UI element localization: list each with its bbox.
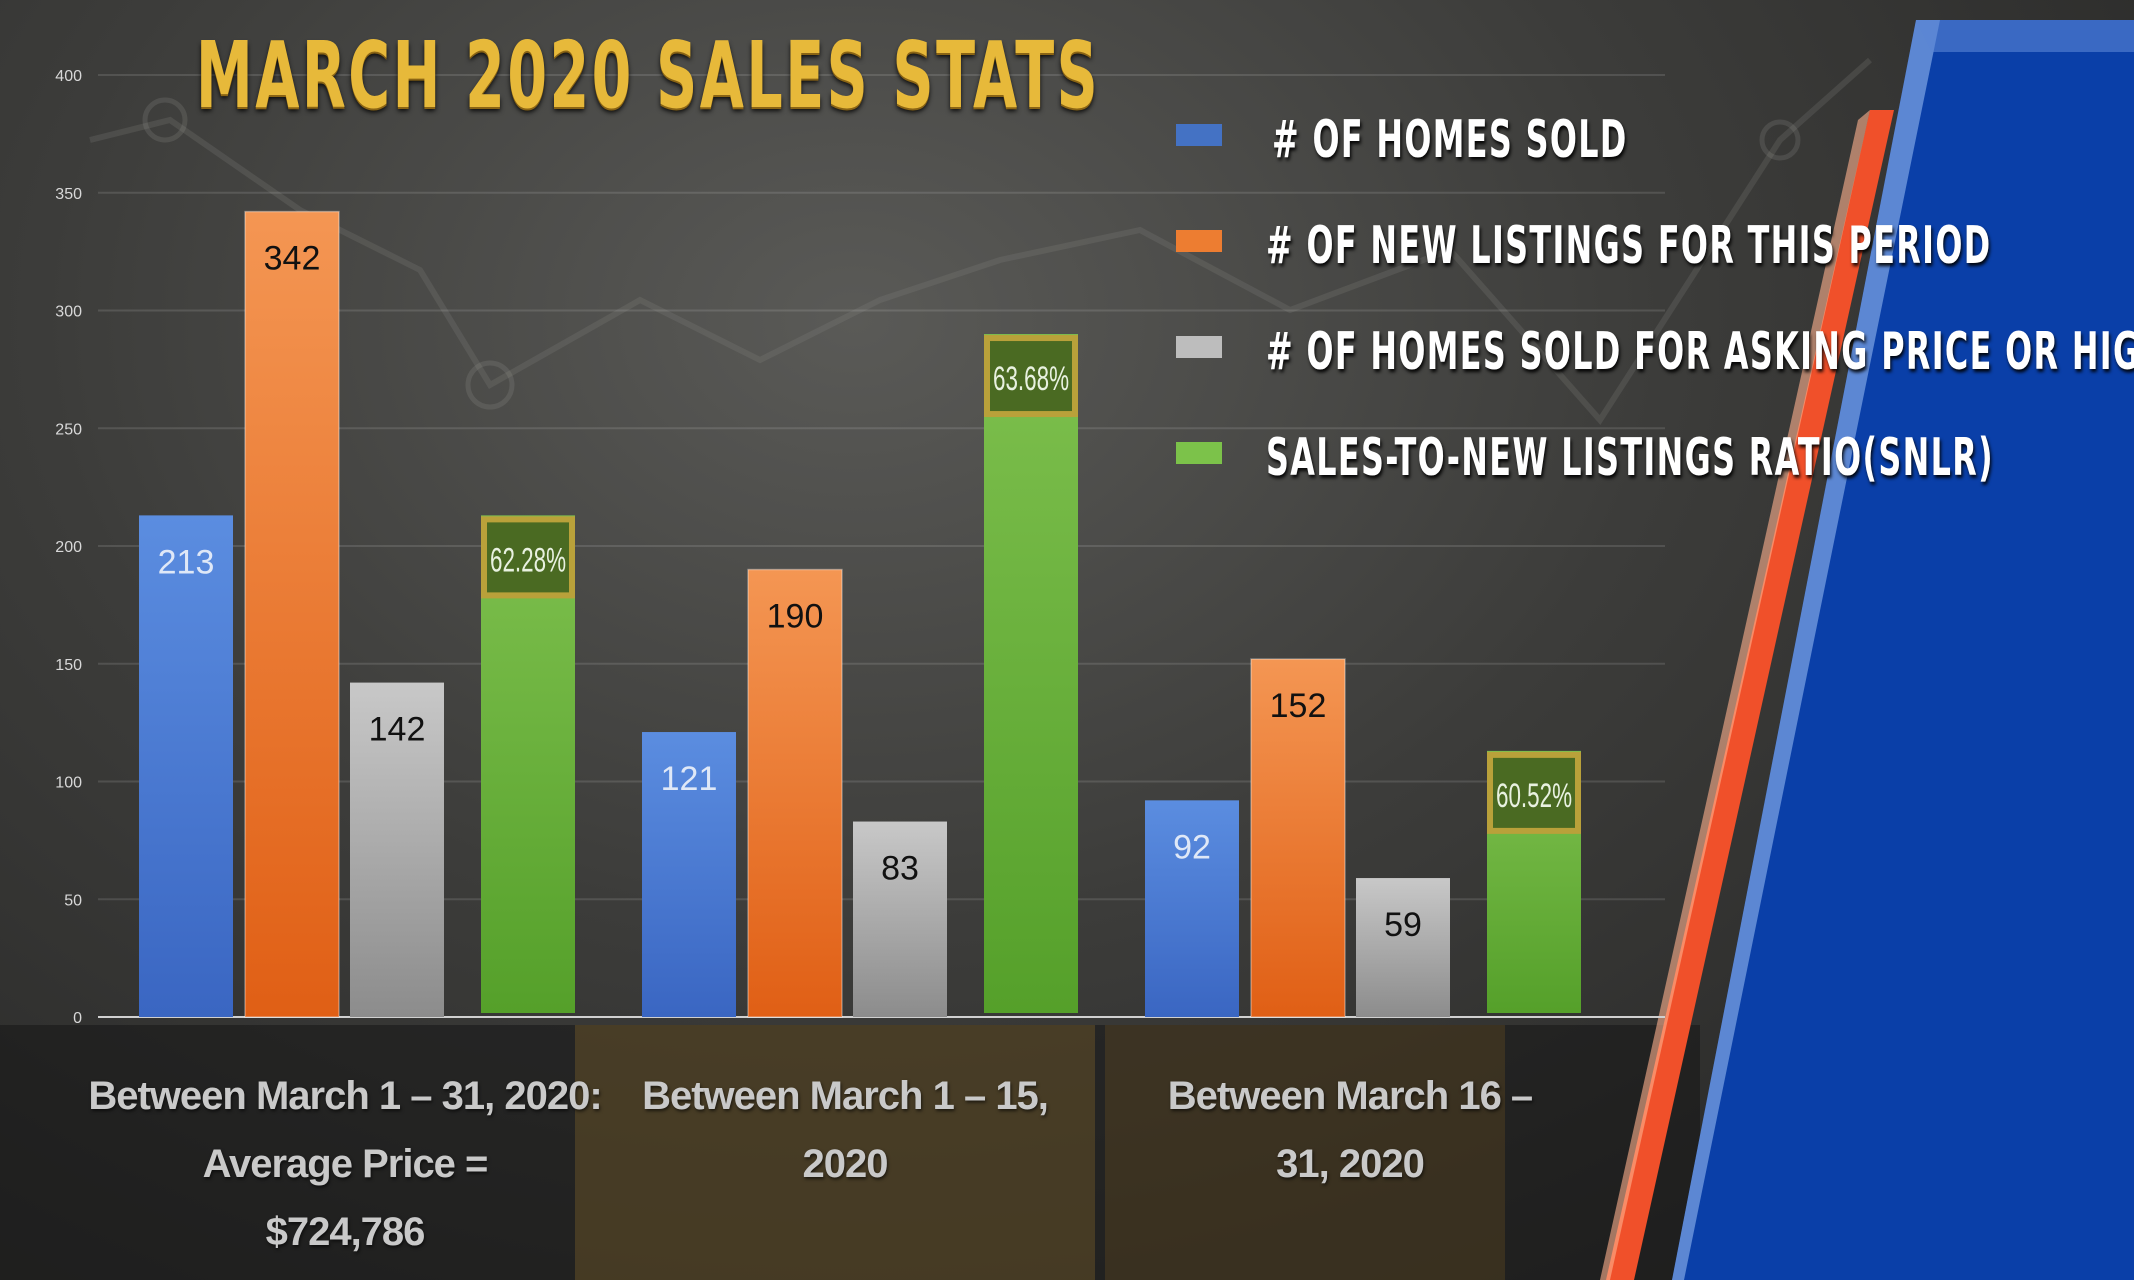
data-label: 152 bbox=[1270, 687, 1327, 725]
category-label-march-1-15: Between March 1 – 15, 2020 bbox=[640, 1062, 1050, 1198]
category-label-march-1-31: Between March 1 – 31, 2020: Average Pric… bbox=[80, 1062, 610, 1266]
data-label: 59 bbox=[1384, 906, 1422, 944]
category-label-line: Between March 1 – 15, 2020 bbox=[642, 1074, 1049, 1186]
category-label-march-16-31: Between March 16 – 31, 2020 bbox=[1140, 1062, 1560, 1198]
data-label: 121 bbox=[661, 760, 718, 798]
y-tick-label: 300 bbox=[55, 304, 82, 321]
y-tick-label: 0 bbox=[73, 1010, 82, 1027]
bar bbox=[350, 682, 444, 1017]
y-tick-label: 50 bbox=[64, 892, 82, 909]
data-label: 83 bbox=[881, 850, 919, 888]
legend-label: # OF HOMES SOLD bbox=[1272, 110, 1628, 170]
bar bbox=[1145, 800, 1239, 1017]
y-tick-label: 250 bbox=[55, 421, 82, 438]
data-label: 190 bbox=[767, 598, 824, 636]
category-label-line: Between March 16 – 31, 2020 bbox=[1167, 1074, 1533, 1186]
legend-swatch bbox=[1176, 442, 1222, 464]
category-label-line: Between March 1 – 31, 2020: Average Pric… bbox=[88, 1074, 602, 1186]
bar bbox=[853, 821, 947, 1017]
page-title: MARCH 2020 SALES STATS bbox=[196, 22, 1101, 129]
data-label: 142 bbox=[369, 711, 426, 749]
bar bbox=[1250, 658, 1346, 1018]
bar bbox=[747, 568, 843, 1018]
legend-swatch bbox=[1176, 230, 1222, 252]
bar bbox=[244, 210, 340, 1018]
average-price-label: $724,786 bbox=[265, 1210, 426, 1254]
legend-swatch bbox=[1176, 124, 1222, 146]
data-label: 213 bbox=[158, 543, 215, 581]
legend-swatch bbox=[1176, 336, 1222, 358]
data-labels: 213 121 92 342 190 152 142 83 59 62.28% 63.68% 60.5… bbox=[158, 240, 1581, 944]
y-tick-label: 200 bbox=[55, 539, 82, 556]
bar bbox=[139, 515, 233, 1017]
data-label-box bbox=[1487, 751, 1581, 834]
y-tick-label: 100 bbox=[55, 775, 82, 792]
y-axis-ticks: 0 50 100 150 200 250 300 350 400 bbox=[55, 68, 82, 1027]
y-tick-label: 350 bbox=[55, 186, 82, 203]
data-label-box bbox=[481, 516, 575, 599]
data-label: 60.52% bbox=[1496, 777, 1572, 815]
bars bbox=[139, 210, 1581, 1018]
legend-label: SALES-TO-NEW LISTINGS RATIO(SNLR) bbox=[1266, 428, 1995, 488]
data-label: 342 bbox=[264, 240, 321, 278]
bar bbox=[1356, 878, 1450, 1017]
y-tick-label: 400 bbox=[55, 68, 82, 85]
data-label: 92 bbox=[1173, 828, 1211, 866]
bar bbox=[642, 732, 736, 1017]
data-label: 62.28% bbox=[490, 541, 566, 579]
legend-label: # OF NEW LISTINGS FOR THIS PERIOD bbox=[1266, 216, 1992, 276]
data-label-box bbox=[984, 335, 1078, 418]
legend-label: # OF HOMES SOLD FOR ASKING PRICE OR HIGH… bbox=[1266, 322, 2134, 382]
bar bbox=[984, 334, 1078, 1013]
y-tick-label: 150 bbox=[55, 657, 82, 674]
data-label: 63.68% bbox=[993, 360, 1069, 398]
